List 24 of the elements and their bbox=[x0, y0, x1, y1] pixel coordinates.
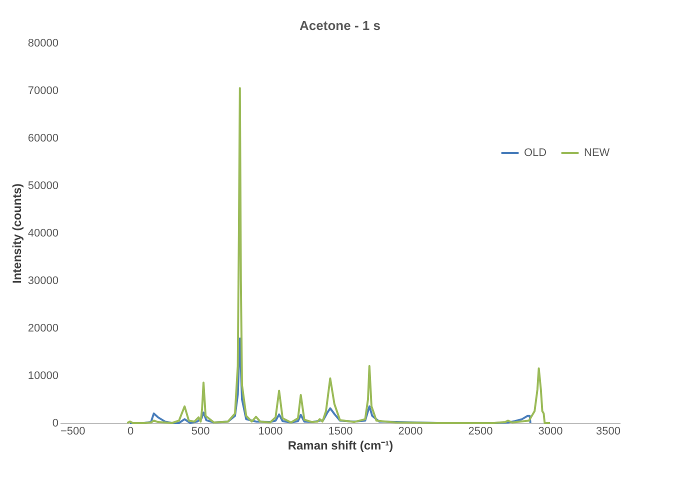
y-tick-label: 70000 bbox=[28, 85, 58, 97]
line-series bbox=[126, 87, 551, 424]
y-tick-label: 0 bbox=[52, 418, 58, 430]
y-tick-label: 10000 bbox=[28, 370, 58, 382]
x-tick-label: 500 bbox=[191, 426, 210, 438]
legend-label: NEW bbox=[584, 147, 610, 159]
x-tick-label: 3000 bbox=[538, 426, 563, 438]
x-axis-title: Raman shift (cm⁻¹) bbox=[288, 438, 394, 452]
y-tick-label: 20000 bbox=[28, 322, 58, 334]
x-tick-label: 3500 bbox=[596, 426, 620, 438]
x-tick-label: −500 bbox=[60, 426, 86, 438]
chart-title: Acetone - 1 s bbox=[300, 18, 380, 33]
x-tick-label: 2500 bbox=[468, 426, 493, 438]
y-tick-label: 60000 bbox=[28, 132, 58, 144]
x-tick-label: 1500 bbox=[328, 426, 353, 438]
y-tick-label: 40000 bbox=[28, 228, 58, 240]
x-tick-label: 2000 bbox=[398, 426, 423, 438]
y-axis-title: Intensity (counts) bbox=[10, 183, 24, 284]
y-tick-label: 30000 bbox=[28, 275, 58, 287]
x-tick-label: 0 bbox=[127, 426, 134, 438]
x-tick-label: 1000 bbox=[258, 426, 283, 438]
y-tick-label: 80000 bbox=[28, 38, 58, 50]
legend-label: OLD bbox=[524, 147, 547, 159]
y-tick-label: 50000 bbox=[28, 180, 58, 192]
